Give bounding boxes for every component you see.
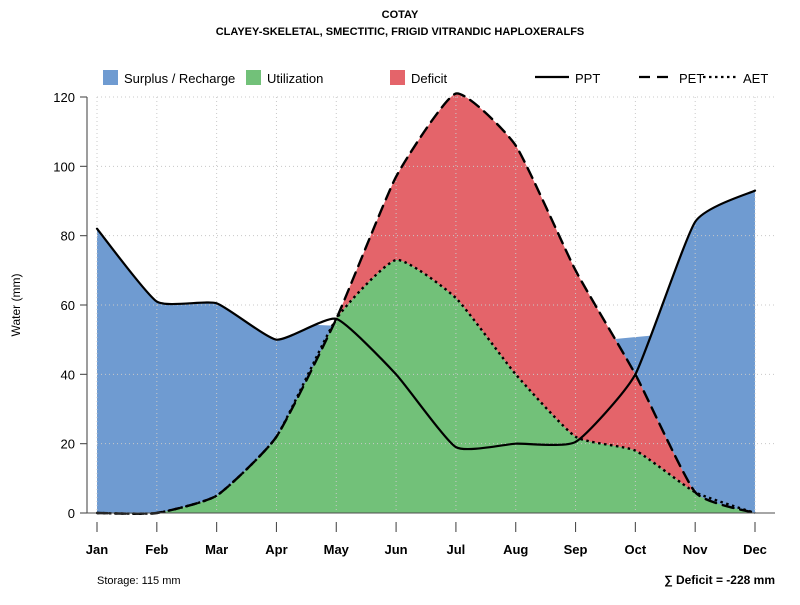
legend-swatch	[103, 70, 118, 85]
legend-item-surplus-recharge[interactable]: Surplus / Recharge	[103, 70, 235, 86]
legend-swatch	[246, 70, 261, 85]
legend-label: Utilization	[267, 71, 323, 86]
legend-item-deficit[interactable]: Deficit	[390, 70, 448, 86]
x-tick-label-apr: Apr	[265, 542, 287, 557]
legend-label: Deficit	[411, 71, 448, 86]
band-surplus	[615, 190, 755, 513]
legend-item-aet[interactable]: AET	[703, 71, 768, 86]
x-tick-label-jul: Jul	[447, 542, 466, 557]
x-tick-label-jan: Jan	[86, 542, 108, 557]
legend-label: PPT	[575, 71, 600, 86]
x-tick-label-may: May	[324, 542, 350, 557]
page-title: COTAY	[382, 9, 419, 21]
x-tick-label-sep: Sep	[564, 542, 588, 557]
band-deficit	[142, 93, 724, 514]
legend-label: AET	[743, 71, 768, 86]
series-line-pet	[95, 92, 757, 515]
legend-item-utilization[interactable]: Utilization	[246, 70, 323, 86]
x-tick-label-aug: Aug	[503, 542, 528, 557]
legend-swatch	[390, 70, 405, 85]
y-tick-label: 20	[61, 437, 75, 452]
y-tick-label: 80	[61, 229, 75, 244]
storage-annotation: Storage: 115 mm	[97, 575, 181, 587]
series-line-aet	[96, 258, 756, 515]
y-tick-label: 60	[61, 298, 75, 313]
y-tick-label: 120	[53, 90, 75, 105]
x-tick-label-mar: Mar	[205, 542, 228, 557]
legend-item-ppt[interactable]: PPT	[535, 71, 600, 86]
x-tick-label-feb: Feb	[145, 542, 168, 557]
page-subtitle: CLAYEY-SKELETAL, SMECTITIC, FRIGID VITRA…	[216, 26, 585, 38]
y-axis-title: Water (mm)	[9, 274, 23, 337]
y-tick-label: 40	[61, 367, 75, 382]
y-tick-label: 0	[68, 506, 75, 521]
legend-label: Surplus / Recharge	[124, 71, 235, 86]
x-tick-label-oct: Oct	[625, 542, 647, 557]
deficit-annotation: ∑ Deficit = -228 mm	[664, 573, 775, 587]
y-tick-label: 100	[53, 159, 75, 174]
band-surplus	[97, 228, 334, 514]
band-utilization	[97, 259, 755, 514]
x-tick-label-jun: Jun	[385, 542, 408, 557]
series-line-ppt	[95, 189, 757, 451]
x-tick-label-dec: Dec	[743, 542, 767, 557]
x-tick-label-nov: Nov	[683, 542, 708, 557]
legend-item-pet[interactable]: PET	[639, 71, 704, 86]
legend-label: PET	[679, 71, 704, 86]
